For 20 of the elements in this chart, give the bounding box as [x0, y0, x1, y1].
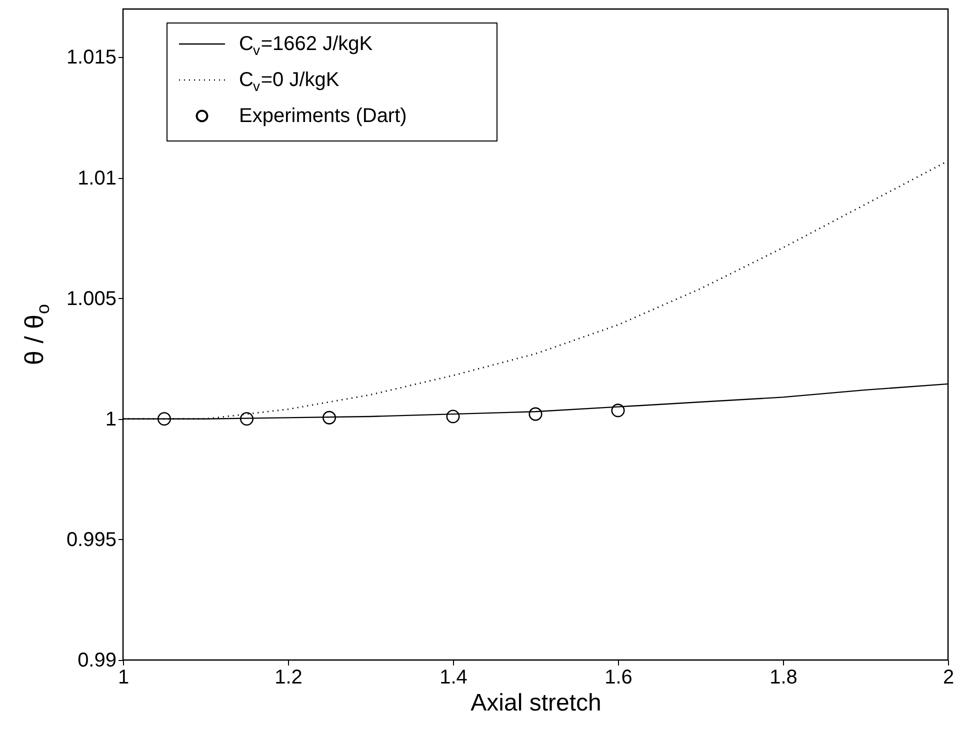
point — [157, 412, 172, 426]
x-tick-label: 2 — [942, 666, 954, 688]
y-tick-label: 1 — [105, 408, 116, 430]
x-tick-label: 1.2 — [274, 666, 302, 688]
y-tick-label: 1.005 — [66, 288, 116, 310]
point — [446, 410, 460, 424]
x-tick-label: 1.6 — [604, 666, 632, 688]
legend-label: Experiments (Dart) — [239, 105, 407, 127]
point — [611, 404, 625, 418]
x-tick-label: 1.8 — [770, 666, 798, 688]
x-tick-label: 1.4 — [440, 666, 468, 688]
y-tick-label: 0.995 — [66, 528, 116, 551]
y-axis-title: θ / θo — [19, 304, 54, 366]
point — [240, 412, 254, 426]
y-tick-label: 0.99 — [78, 650, 116, 672]
point — [322, 410, 336, 424]
point — [528, 407, 542, 421]
y-tick-label: 1.015 — [66, 46, 116, 69]
x-axis-title: Axial stretch — [470, 690, 602, 716]
y-tick-label: 1.01 — [78, 167, 116, 190]
